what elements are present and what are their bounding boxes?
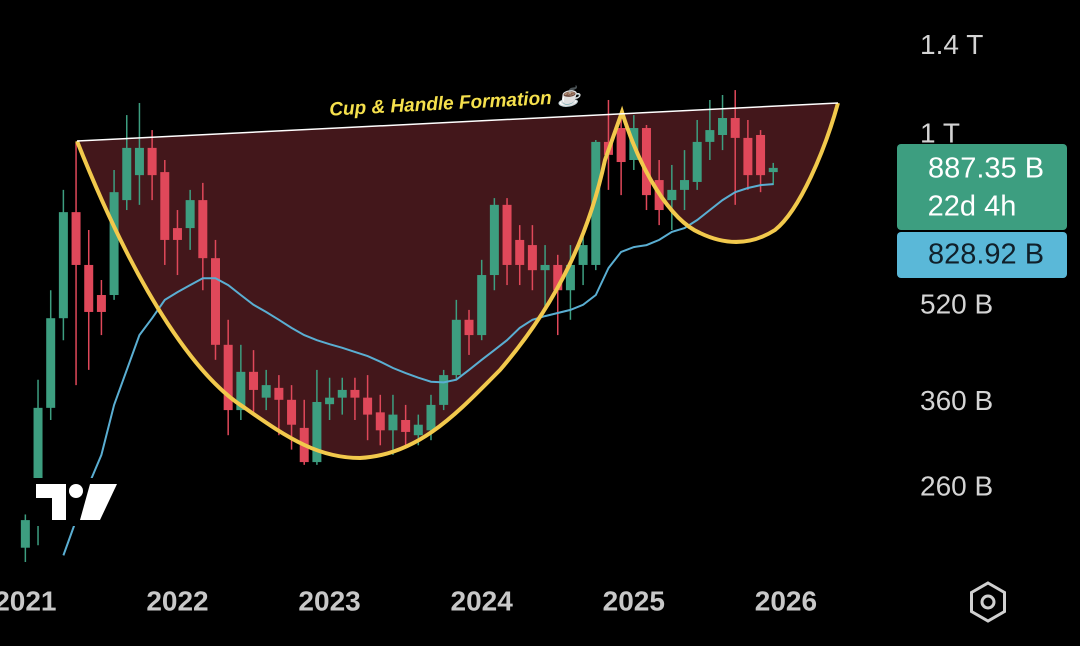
x-tick-label: 2025: [603, 585, 665, 616]
candle-body: [756, 135, 766, 176]
candle-body: [515, 239, 525, 265]
candle-body: [413, 424, 423, 436]
candle-body: [388, 414, 398, 431]
rim-line: [76, 102, 839, 142]
cup-outline: [75, 102, 840, 461]
candle-body: [58, 212, 68, 319]
candle-body: [705, 130, 715, 142]
countdown: 22d 4h: [928, 191, 1017, 223]
candle-body: [46, 318, 56, 408]
candle-body: [527, 245, 537, 271]
candle-body: [172, 228, 182, 240]
y-tick-label: 1 T: [920, 117, 960, 148]
candle-body: [33, 407, 43, 521]
y-tick-label: 1.4 T: [920, 29, 983, 60]
candle-body: [426, 404, 436, 431]
cup-fill: [77, 103, 838, 458]
candle-body: [134, 147, 144, 176]
candle-body: [96, 295, 106, 312]
candle-body: [363, 397, 373, 415]
candle-body: [578, 245, 588, 265]
candle-body: [71, 212, 81, 265]
candle-body: [565, 264, 575, 291]
moving-average-line: [62, 183, 774, 556]
candle-body: [287, 399, 297, 425]
candle-body: [185, 200, 195, 229]
candle-body: [249, 371, 259, 390]
axis-layer: 1.4 T 1 T 520 B 360 B 260 B 2021 2022 2023 2024 2…: [0, 29, 993, 616]
price-label: 887.35 B: [928, 153, 1044, 185]
y-tick-label: 520 B: [920, 289, 993, 320]
candle-body: [337, 389, 347, 398]
candle-body: [109, 192, 119, 296]
candle-body: [439, 375, 449, 405]
candle-body: [236, 371, 246, 411]
candle-body: [350, 389, 360, 398]
candle-body: [667, 189, 677, 201]
candle-body: [616, 128, 626, 163]
y-tick-label: 360 B: [920, 385, 993, 416]
candle-body: [768, 167, 778, 173]
candle-body: [641, 128, 651, 196]
candle-body: [553, 264, 563, 291]
candle-body: [502, 204, 512, 265]
candle-body: [730, 118, 740, 138]
x-tick-label: 2021: [0, 585, 57, 616]
candle-body: [312, 401, 322, 463]
candle-body: [477, 275, 487, 336]
candle-body: [375, 412, 385, 431]
candle-body: [591, 141, 601, 265]
plot-layer: [20, 90, 778, 563]
candle-body: [401, 420, 411, 432]
candle-body: [489, 204, 499, 276]
ma-box: [897, 232, 1067, 278]
candle-body: [261, 385, 271, 398]
candle-body: [540, 264, 550, 271]
price-box: [897, 144, 1067, 230]
candle-body: [147, 147, 157, 176]
candle-body: [84, 264, 94, 312]
y-tick-label: 260 B: [920, 470, 993, 501]
candle-body: [198, 200, 208, 259]
candle-body: [20, 520, 30, 548]
candle-body: [210, 258, 220, 345]
candle-body: [451, 319, 461, 376]
settings-icon[interactable]: [970, 581, 1006, 623]
candle-body: [122, 147, 132, 201]
candle-body: [160, 172, 170, 240]
candle-body: [464, 319, 474, 336]
logo: [33, 478, 121, 526]
candle-body: [680, 180, 690, 190]
candle-body: [223, 344, 233, 411]
candle-body: [274, 387, 284, 400]
x-tick-label: 2026: [755, 585, 817, 616]
candle-body: [325, 397, 335, 405]
x-tick-label: 2024: [451, 585, 514, 616]
candle-body: [718, 118, 728, 136]
x-tick-label: 2022: [146, 585, 208, 616]
candle-body: [692, 141, 702, 182]
candle-body: [743, 137, 753, 176]
x-tick-label: 2023: [298, 585, 360, 616]
ma-label: 828.92 B: [928, 239, 1044, 271]
